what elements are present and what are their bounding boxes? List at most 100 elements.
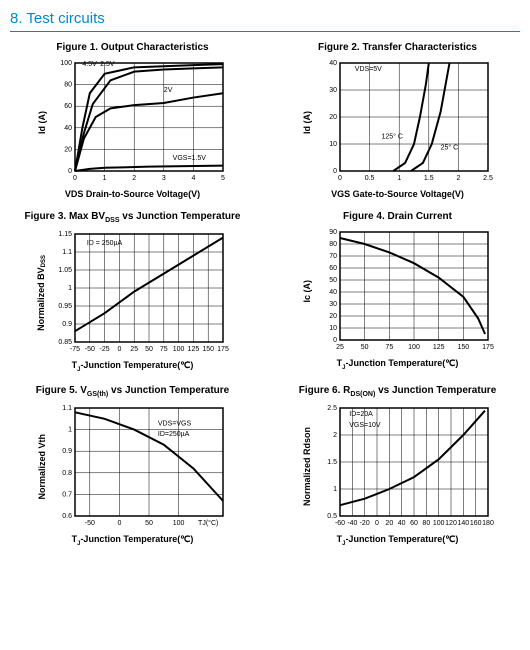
y-axis-label: Id (A)	[37, 111, 47, 134]
svg-text:0.6: 0.6	[62, 513, 72, 520]
svg-text:2: 2	[333, 432, 337, 439]
svg-text:1.5: 1.5	[327, 459, 337, 466]
svg-text:40: 40	[329, 60, 337, 67]
x-axis-label: TJ-Junction Temperature(℃)	[72, 360, 194, 373]
svg-text:140: 140	[457, 520, 469, 527]
svg-text:2.5V: 2.5V	[100, 61, 115, 68]
figure-3: Figure 3. Max BVDSS vs Junction Temperat…	[10, 211, 255, 373]
y-axis-label: Normalized BVDSS	[36, 255, 47, 331]
svg-text:3: 3	[161, 175, 165, 182]
svg-text:25: 25	[130, 346, 138, 353]
svg-text:40: 40	[397, 520, 405, 527]
section-title: 8. Test circuits	[10, 10, 520, 32]
svg-text:1: 1	[397, 175, 401, 182]
svg-text:150: 150	[457, 344, 469, 351]
chart-wrap: Ic (A)2550751001251501750102030405060708…	[302, 226, 494, 356]
svg-text:25° C: 25° C	[440, 143, 458, 151]
svg-text:VGS=1.5V: VGS=1.5V	[172, 155, 206, 162]
svg-text:150: 150	[202, 346, 214, 353]
svg-text:ID=250µA: ID=250µA	[157, 431, 189, 438]
svg-text:2: 2	[456, 175, 460, 182]
figure-4: Figure 4. Drain CurrentIc (A)25507510012…	[275, 211, 520, 373]
x-axis-label: VGS Gate-to-Source Voltage(V)	[331, 189, 464, 199]
chart-wrap: Id (A)0123450204060801004.5V2.5V2VVGS=1.…	[37, 57, 229, 187]
svg-text:0: 0	[73, 175, 77, 182]
svg-text:0: 0	[117, 346, 121, 353]
svg-text:175: 175	[217, 346, 229, 353]
chart-svg: 2550751001251501750102030405060708090	[314, 226, 494, 356]
svg-text:50: 50	[145, 346, 153, 353]
x-axis-label: VDS Drain-to-Source Voltage(V)	[65, 189, 200, 199]
svg-text:100: 100	[408, 344, 420, 351]
svg-text:0.5: 0.5	[364, 175, 374, 182]
svg-text:125: 125	[187, 346, 199, 353]
svg-text:2.5: 2.5	[483, 175, 493, 182]
svg-text:40: 40	[64, 125, 72, 132]
svg-text:0.5: 0.5	[327, 513, 337, 520]
figure-title: Figure 4. Drain Current	[343, 211, 452, 222]
svg-text:120: 120	[445, 520, 457, 527]
svg-text:0.85: 0.85	[58, 339, 72, 346]
svg-text:60: 60	[64, 103, 72, 110]
x-axis-label: TJ-Junction Temperature(℃)	[72, 534, 194, 547]
svg-text:10: 10	[329, 325, 337, 332]
svg-text:4: 4	[191, 175, 195, 182]
svg-text:1: 1	[68, 426, 72, 433]
svg-text:50: 50	[145, 520, 153, 527]
svg-text:VGS=10V: VGS=10V	[349, 422, 381, 429]
chart-svg: -60-40-200204060801001201401601800.511.5…	[314, 402, 494, 532]
svg-text:0.9: 0.9	[62, 448, 72, 455]
y-axis-label: Id (A)	[302, 111, 312, 134]
chart-svg: 00.511.522.5010203040VDS=5V125° C25° C	[314, 57, 494, 187]
svg-text:20: 20	[385, 520, 393, 527]
svg-text:25: 25	[336, 344, 344, 351]
svg-text:50: 50	[329, 277, 337, 284]
figure-2: Figure 2. Transfer CharacteristicsId (A)…	[275, 42, 520, 199]
svg-text:1.1: 1.1	[62, 405, 72, 412]
svg-text:100: 100	[60, 60, 72, 67]
chart-svg: 0123450204060801004.5V2.5V2VVGS=1.5V	[49, 57, 229, 187]
svg-text:0: 0	[375, 520, 379, 527]
svg-text:30: 30	[329, 87, 337, 94]
svg-text:VDS=5V: VDS=5V	[354, 66, 381, 73]
y-axis-label: Ic (A)	[302, 280, 312, 303]
svg-text:-20: -20	[359, 520, 369, 527]
svg-text:80: 80	[422, 520, 430, 527]
svg-text:50: 50	[360, 344, 368, 351]
svg-text:0.8: 0.8	[62, 470, 72, 477]
svg-text:1.05: 1.05	[58, 267, 72, 274]
svg-text:30: 30	[329, 301, 337, 308]
x-axis-label: TJ-Junction Temperature(℃)	[337, 358, 459, 371]
svg-text:VDS=VGS: VDS=VGS	[157, 420, 191, 427]
svg-text:TJ(°C): TJ(°C)	[198, 519, 218, 527]
svg-text:175: 175	[482, 344, 494, 351]
svg-text:2: 2	[132, 175, 136, 182]
x-axis-label: TJ-Junction Temperature(℃)	[337, 534, 459, 547]
svg-text:125: 125	[432, 344, 444, 351]
svg-text:40: 40	[329, 289, 337, 296]
svg-text:0: 0	[117, 520, 121, 527]
svg-text:100: 100	[432, 520, 444, 527]
figure-5: Figure 5. VGS(th) vs Junction Temperatur…	[10, 385, 255, 547]
figure-grid: Figure 1. Output CharacteristicsId (A)01…	[10, 42, 520, 547]
svg-text:0: 0	[338, 175, 342, 182]
svg-text:1.1: 1.1	[62, 249, 72, 256]
svg-text:75: 75	[160, 346, 168, 353]
svg-text:20: 20	[329, 313, 337, 320]
svg-text:0: 0	[333, 168, 337, 175]
chart-wrap: Normalized BVDSS-75-50-25025507510012515…	[36, 228, 229, 358]
svg-text:1.15: 1.15	[58, 231, 72, 238]
chart-svg: -75-50-2502550751001251501750.850.90.951…	[49, 228, 229, 358]
svg-text:1.5: 1.5	[423, 175, 433, 182]
figure-title: Figure 6. RDS(ON) vs Junction Temperatur…	[299, 385, 497, 398]
svg-text:0.95: 0.95	[58, 303, 72, 310]
svg-text:0: 0	[333, 337, 337, 344]
chart-wrap: Normalized Rdson-60-40-20020406080100120…	[302, 402, 494, 532]
svg-text:1: 1	[333, 486, 337, 493]
svg-text:20: 20	[64, 146, 72, 153]
figure-title: Figure 3. Max BVDSS vs Junction Temperat…	[25, 211, 241, 224]
svg-text:125° C: 125° C	[381, 133, 402, 141]
svg-text:180: 180	[482, 520, 494, 527]
svg-text:0.9: 0.9	[62, 321, 72, 328]
svg-text:0: 0	[68, 168, 72, 175]
